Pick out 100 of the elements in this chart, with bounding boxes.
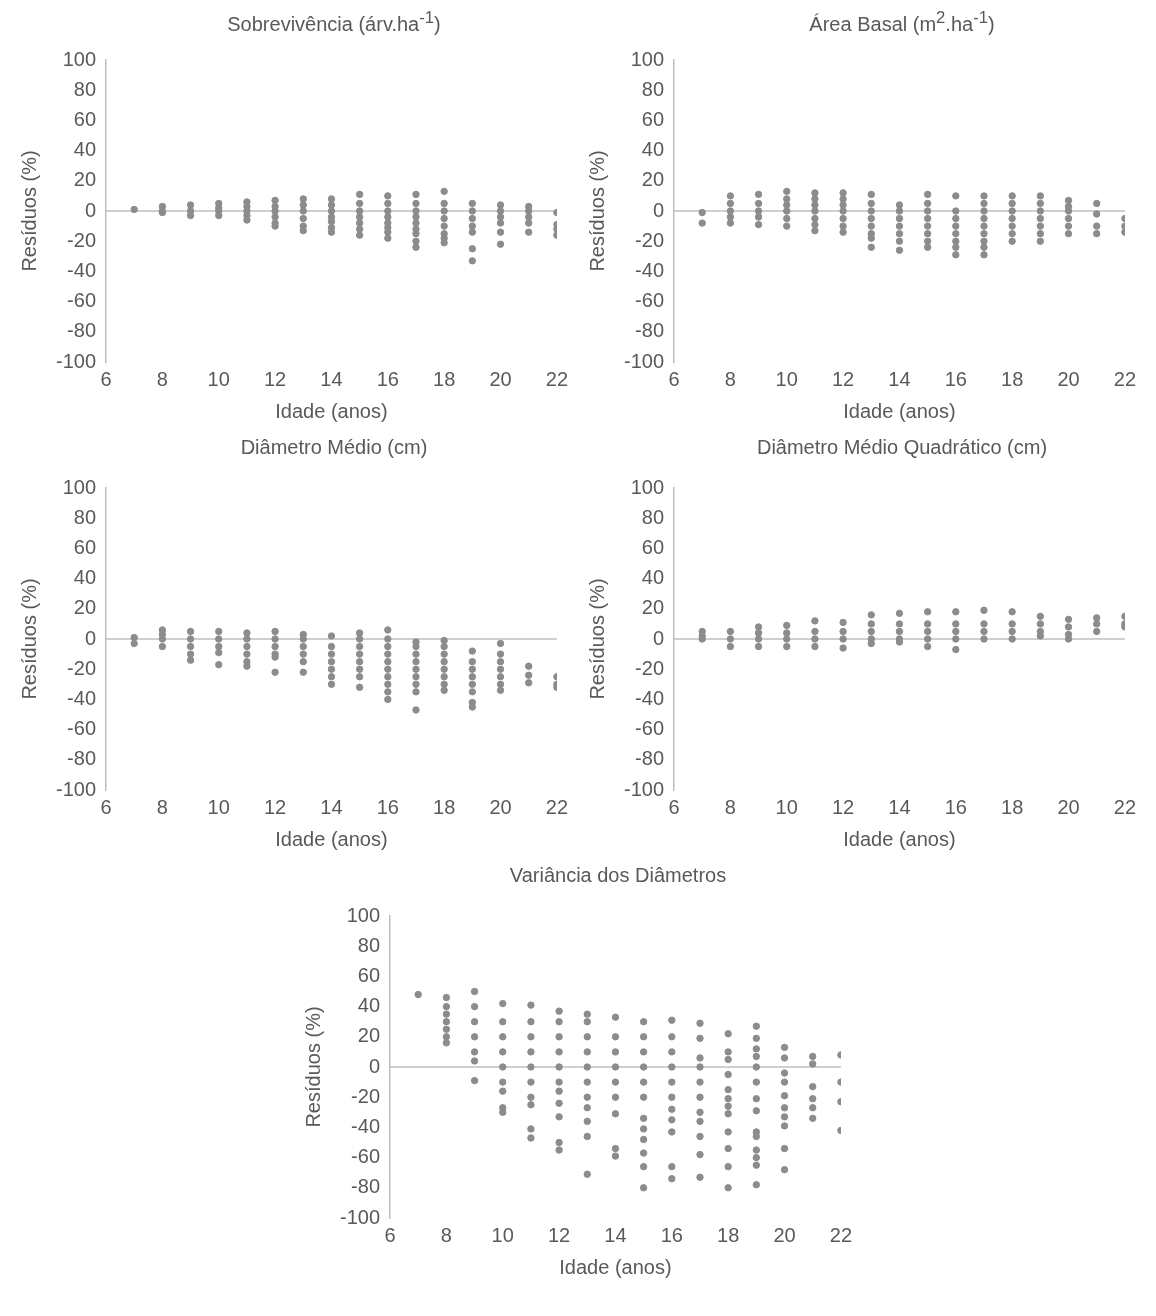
y-tick-label: 0	[84, 626, 97, 649]
y-tick-label: -100	[624, 777, 665, 800]
x-tick-label: 18	[1001, 795, 1024, 818]
y-tick-label: 100	[346, 903, 381, 926]
chart-title: Área Basal (m$^{2}$.ha$^{-1}$)	[808, 8, 996, 37]
y-tick-label: 40	[73, 566, 97, 589]
x-axis-title: Idade (anos)	[275, 399, 388, 422]
x-tick-label: 8	[724, 367, 736, 390]
y-tick-label: 60	[641, 535, 665, 558]
x-tick-label: 18	[717, 1223, 740, 1246]
y-tick-label: -80	[635, 747, 665, 770]
x-tick-label: 14	[888, 795, 911, 818]
y-tick-label: -80	[67, 747, 97, 770]
y-tick-label: 80	[641, 77, 665, 100]
y-tick-label: -60	[351, 1145, 381, 1168]
x-tick-label: 12	[831, 795, 855, 818]
y-tick-label: 100	[62, 475, 97, 498]
y-tick-label: -20	[635, 228, 665, 251]
y-axis-title: Resíduos (%)	[585, 150, 608, 272]
y-tick-label: 80	[641, 505, 665, 528]
y-tick-label: 40	[357, 994, 381, 1017]
x-tick-label: 8	[156, 367, 168, 390]
x-tick-label: 20	[489, 367, 512, 390]
x-tick-label: 20	[1057, 367, 1080, 390]
y-tick-label: 20	[357, 1024, 381, 1047]
y-tick-label: 100	[630, 475, 665, 498]
y-tick-label: -80	[351, 1175, 381, 1198]
x-tick-label: 20	[773, 1223, 796, 1246]
y-axis-title: Resíduos (%)	[17, 150, 40, 272]
x-tick-label: 18	[433, 795, 456, 818]
y-tick-label: 40	[641, 138, 665, 161]
x-tick-label: 8	[156, 795, 168, 818]
chart-title: Variância dos Diâmetros	[508, 864, 728, 888]
x-tick-label: 16	[660, 1223, 683, 1246]
x-tick-label: 6	[100, 795, 112, 818]
x-tick-label: 10	[775, 367, 798, 390]
y-tick-label: -80	[67, 319, 97, 342]
x-tick-label: 22	[545, 795, 568, 818]
x-tick-label: 12	[831, 367, 855, 390]
x-axis-title: Idade (anos)	[843, 399, 956, 422]
y-tick-label: -100	[624, 349, 665, 372]
x-tick-label: 12	[263, 795, 287, 818]
y-axis-title: Resíduos (%)	[585, 578, 608, 700]
y-tick-label: -40	[351, 1114, 381, 1137]
y-tick-label: 60	[73, 107, 97, 130]
x-tick-label: 22	[1113, 367, 1136, 390]
y-tick-label: -60	[635, 289, 665, 312]
y-tick-label: 0	[84, 198, 97, 221]
y-tick-label: -40	[67, 686, 97, 709]
y-tick-label: -60	[67, 289, 97, 312]
x-tick-label: 22	[1113, 795, 1136, 818]
x-tick-label: 8	[440, 1223, 452, 1246]
y-tick-label: 20	[641, 596, 665, 619]
x-tick-label: 22	[545, 367, 568, 390]
y-tick-label: 60	[641, 107, 665, 130]
x-tick-label: 20	[1057, 795, 1080, 818]
x-tick-label: 16	[376, 795, 399, 818]
x-tick-label: 14	[888, 367, 911, 390]
y-tick-label: 60	[73, 535, 97, 558]
y-axis-title: Resíduos (%)	[17, 578, 40, 700]
y-tick-label: 100	[62, 47, 97, 70]
y-tick-label: 0	[368, 1054, 381, 1077]
y-tick-label: 40	[641, 566, 665, 589]
y-tick-label: -80	[635, 319, 665, 342]
y-tick-label: -20	[67, 656, 97, 679]
x-tick-label: 16	[944, 795, 967, 818]
y-tick-label: -40	[635, 686, 665, 709]
x-tick-label: 22	[829, 1223, 852, 1246]
chart-title: Diâmetro Médio (cm)	[239, 436, 429, 460]
y-tick-label: 60	[357, 963, 381, 986]
y-tick-label: 80	[73, 505, 97, 528]
y-tick-label: -20	[635, 656, 665, 679]
y-axis-title: Resíduos (%)	[301, 1006, 324, 1128]
y-tick-label: -20	[351, 1084, 381, 1107]
y-tick-label: -60	[67, 717, 97, 740]
y-tick-label: -100	[340, 1205, 381, 1228]
x-axis-title: Idade (anos)	[275, 827, 388, 850]
x-axis-title: Idade (anos)	[843, 827, 956, 850]
y-tick-label: 100	[630, 47, 665, 70]
x-tick-label: 12	[547, 1223, 571, 1246]
y-tick-label: -40	[635, 258, 665, 281]
x-tick-label: 10	[207, 367, 230, 390]
x-tick-label: 16	[944, 367, 967, 390]
x-tick-label: 10	[775, 795, 798, 818]
y-tick-label: 20	[73, 168, 97, 191]
y-tick-label: 80	[357, 933, 381, 956]
x-tick-label: 6	[668, 367, 680, 390]
x-tick-label: 6	[668, 795, 680, 818]
x-tick-label: 18	[1001, 367, 1024, 390]
y-tick-label: -60	[635, 717, 665, 740]
y-tick-label: 0	[652, 626, 665, 649]
x-tick-label: 6	[384, 1223, 396, 1246]
x-tick-label: 8	[724, 795, 736, 818]
x-tick-label: 14	[320, 367, 343, 390]
x-tick-label: 20	[489, 795, 512, 818]
x-tick-label: 14	[320, 795, 343, 818]
y-tick-label: -100	[56, 777, 97, 800]
y-tick-label: -20	[67, 228, 97, 251]
x-tick-label: 14	[604, 1223, 627, 1246]
y-tick-label: 80	[73, 77, 97, 100]
